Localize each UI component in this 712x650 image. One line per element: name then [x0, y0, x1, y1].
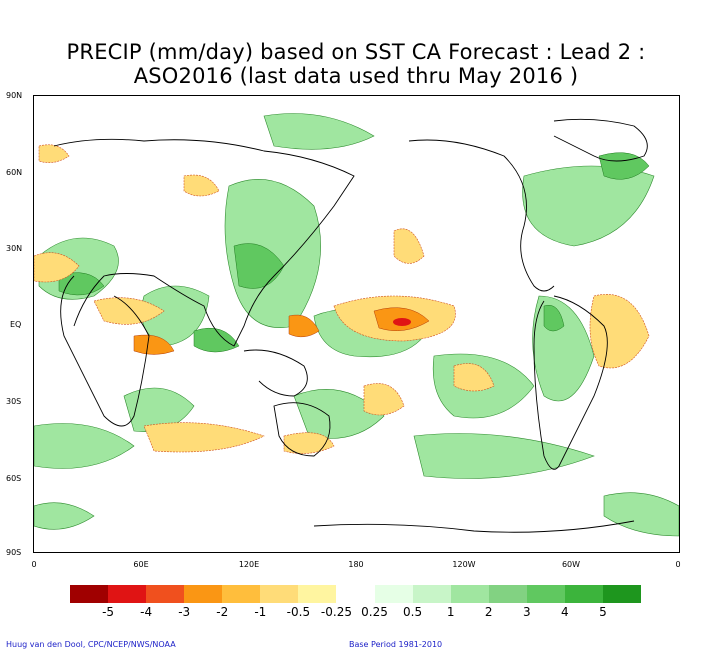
color-swatch — [602, 585, 641, 603]
color-swatch — [108, 585, 147, 603]
lon-label-180: 180 — [348, 560, 364, 569]
coastlines — [53, 118, 648, 533]
lat-label-60n: 60N — [6, 168, 23, 177]
color-scale-label: -2 — [216, 605, 229, 619]
color-scale-label: 0.5 — [403, 605, 423, 619]
lat-label-eq: EQ — [10, 320, 22, 329]
strong-dry-core — [393, 318, 411, 326]
color-swatch — [184, 585, 223, 603]
color-swatch — [336, 585, 375, 603]
lon-label-60w: 60W — [561, 560, 581, 569]
color-scale-bar — [70, 585, 641, 603]
lat-label-60s: 60S — [6, 474, 22, 483]
lat-label-90s: 90S — [6, 548, 22, 557]
color-scale-label: 2 — [484, 605, 493, 619]
lat-label-30s: 30S — [6, 397, 22, 406]
color-swatch — [222, 585, 261, 603]
color-swatch — [412, 585, 451, 603]
color-scale-label: 4 — [561, 605, 569, 619]
color-swatch — [374, 585, 413, 603]
lat-label-30n: 30N — [6, 244, 23, 253]
base-period-note: Base Period 1981-2010 — [349, 640, 443, 649]
precip-anomaly-map — [33, 95, 680, 553]
lon-label-0: 0 — [31, 560, 37, 569]
color-scale-label: -0.5 — [286, 605, 311, 619]
color-swatch — [146, 585, 185, 603]
color-scale-label: -0.25 — [320, 605, 352, 619]
color-scale-label: -4 — [140, 605, 153, 619]
color-swatch — [450, 585, 489, 603]
color-swatch — [488, 585, 527, 603]
color-scale-label: 0.25 — [361, 605, 388, 619]
color-swatch — [298, 585, 337, 603]
lon-label-0-right: 0 — [675, 560, 681, 569]
map-canvas — [34, 113, 679, 537]
color-scale-label: -3 — [178, 605, 191, 619]
map-title-line-2: ASO2016 (last data used thru May 2016 ) — [133, 64, 579, 88]
color-swatch — [260, 585, 299, 603]
color-scale-label: -1 — [254, 605, 267, 619]
color-scale-label: 3 — [522, 605, 531, 619]
map-title-line-1: PRECIP (mm/day) based on SST CA Forecast… — [66, 40, 646, 64]
lon-label-120w: 120W — [452, 560, 476, 569]
lat-label-90n: 90N — [6, 91, 23, 100]
color-scale-label: 1 — [446, 605, 455, 619]
lon-label-60e: 60E — [133, 560, 149, 569]
lon-label-120e: 120E — [238, 560, 260, 569]
color-scale-label: -5 — [102, 605, 115, 619]
color-scale-label: 5 — [599, 605, 607, 619]
color-swatch — [70, 585, 109, 603]
color-swatch — [564, 585, 603, 603]
author-credit: Huug van den Dool, CPC/NCEP/NWS/NOAA — [6, 640, 176, 649]
color-swatch — [526, 585, 565, 603]
